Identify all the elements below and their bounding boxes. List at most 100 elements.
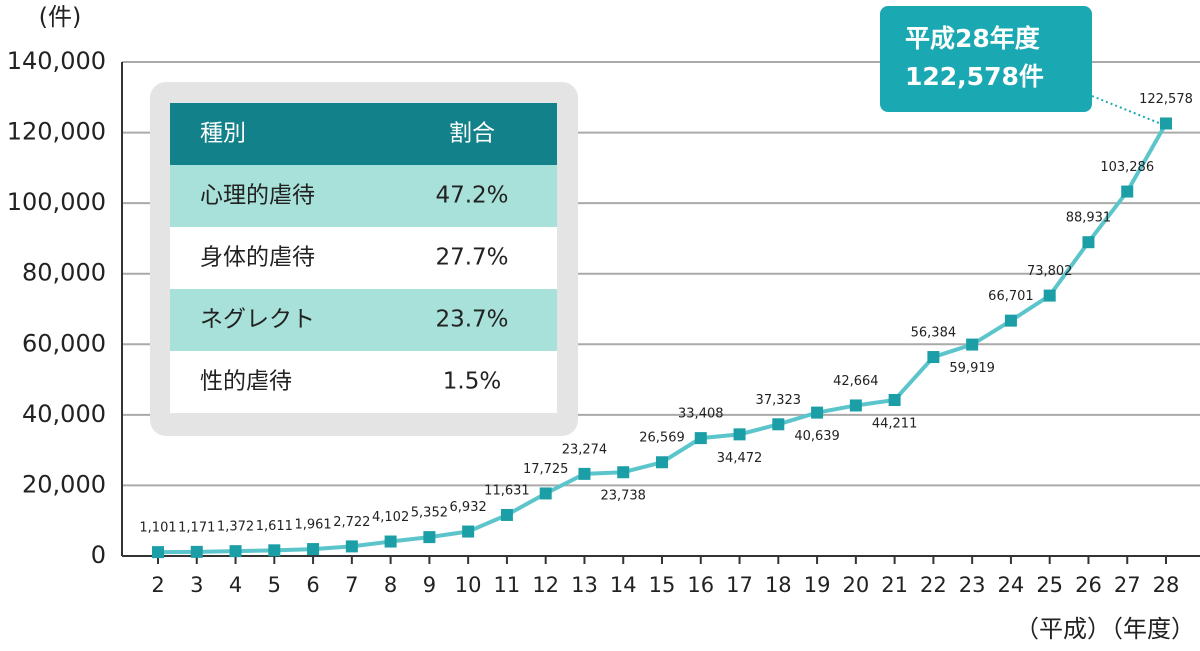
table-cell: 1.5% <box>443 369 501 395</box>
value-label: 1,171 <box>178 520 215 535</box>
y-tick-label: 80,000 <box>22 259 106 287</box>
y-tick-label: 120,000 <box>7 118 106 146</box>
value-label: 17,725 <box>523 462 569 477</box>
table-cell: 47.2% <box>435 183 508 209</box>
marker <box>307 543 320 556</box>
x-tick-label: 7 <box>345 573 358 597</box>
marker <box>1004 314 1017 327</box>
x-tick-label: 5 <box>268 573 281 597</box>
x-tick-label: 8 <box>384 573 397 597</box>
table-cell: ネグレクト <box>200 307 315 333</box>
marker <box>772 418 785 431</box>
table-header <box>170 103 557 165</box>
table-row <box>170 165 557 227</box>
y-tick-label: 40,000 <box>22 400 106 428</box>
x-tick-label: 25 <box>1036 573 1063 597</box>
value-label: 59,919 <box>949 361 995 376</box>
x-tick-label: 15 <box>649 573 676 597</box>
marker <box>462 525 475 538</box>
marker <box>617 466 630 479</box>
value-label: 122,578 <box>1139 92 1193 107</box>
table-row <box>170 289 557 351</box>
marker <box>152 546 164 559</box>
table-cell: 27.7% <box>435 245 508 271</box>
x-tick-label: 26 <box>1075 573 1102 597</box>
annotation-box <box>880 6 1092 112</box>
marker <box>384 535 397 548</box>
marker <box>811 406 824 419</box>
marker <box>733 428 746 441</box>
table-cell: 心理的虐待 <box>200 183 315 209</box>
table-cell: 性的虐待 <box>200 369 292 395</box>
marker <box>927 351 940 364</box>
y-tick-label: 140,000 <box>7 47 106 75</box>
x-tick-label: 13 <box>571 573 598 597</box>
value-label: 88,931 <box>1066 211 1112 226</box>
marker <box>229 545 242 558</box>
marker <box>888 393 901 406</box>
x-tick-label: 10 <box>455 573 482 597</box>
y-tick-label: 60,000 <box>22 329 106 357</box>
y-tick-label: 20,000 <box>22 470 106 498</box>
value-label: 11,631 <box>484 483 530 498</box>
marker <box>1082 236 1095 249</box>
x-tick-label: 12 <box>532 573 559 597</box>
value-label: 42,664 <box>833 374 879 389</box>
marker <box>849 399 862 412</box>
marker <box>190 545 203 558</box>
marker <box>345 540 358 553</box>
marker <box>1121 185 1134 198</box>
x-tick-label: 21 <box>881 573 908 597</box>
marker <box>578 467 591 480</box>
x-tick-label: 16 <box>687 573 714 597</box>
x-tick-label: 2 <box>151 573 164 597</box>
x-tick-label: 19 <box>804 573 831 597</box>
marker <box>268 544 281 557</box>
value-label: 73,802 <box>1027 264 1073 279</box>
y-axis-label: (件) <box>39 3 82 31</box>
annotation-text: 122,578件 <box>905 62 1044 91</box>
value-label: 2,722 <box>333 515 370 530</box>
value-label: 4,102 <box>372 510 409 525</box>
value-label: 1,961 <box>294 518 331 533</box>
value-label: 1,372 <box>217 520 254 535</box>
value-label: 1,101 <box>139 521 176 536</box>
x-tick-label: 17 <box>726 573 753 597</box>
x-tick-label: 22 <box>920 573 947 597</box>
value-label: 23,738 <box>600 489 646 504</box>
x-tick-label: 4 <box>229 573 242 597</box>
annotation-leader <box>1091 95 1161 125</box>
table-row <box>170 351 557 413</box>
annotation-text: 平成28年度 <box>905 24 1040 53</box>
marker <box>423 531 436 544</box>
value-label: 26,569 <box>639 431 685 446</box>
x-tick-label: 20 <box>842 573 869 597</box>
x-tick-label: 24 <box>998 573 1025 597</box>
table-header-cell: 割合 <box>449 121 495 147</box>
x-axis-label: （平成）（年度） <box>1015 615 1195 643</box>
value-label: 40,639 <box>794 429 840 444</box>
x-tick-label: 11 <box>494 573 521 597</box>
marker <box>966 338 979 351</box>
table-cell: 身体的虐待 <box>200 245 315 271</box>
marker <box>539 487 552 500</box>
x-tick-label: 14 <box>610 573 637 597</box>
x-tick-label: 3 <box>190 573 203 597</box>
table-cell: 23.7% <box>435 307 508 333</box>
value-label: 6,932 <box>450 500 487 515</box>
x-tick-label: 23 <box>959 573 986 597</box>
value-label: 33,408 <box>678 407 724 422</box>
table-header-cell: 種別 <box>200 121 246 147</box>
y-tick-label: 0 <box>91 541 106 569</box>
x-tick-label: 6 <box>306 573 319 597</box>
x-tick-label: 28 <box>1153 573 1180 597</box>
x-tick-label: 9 <box>423 573 436 597</box>
marker <box>694 432 707 445</box>
y-tick-label: 100,000 <box>7 188 106 216</box>
value-label: 44,211 <box>872 416 918 431</box>
value-label: 37,323 <box>756 393 802 408</box>
marker <box>656 456 668 469</box>
x-tick-label: 18 <box>765 573 792 597</box>
marker <box>1160 117 1172 130</box>
value-label: 66,701 <box>988 289 1034 304</box>
